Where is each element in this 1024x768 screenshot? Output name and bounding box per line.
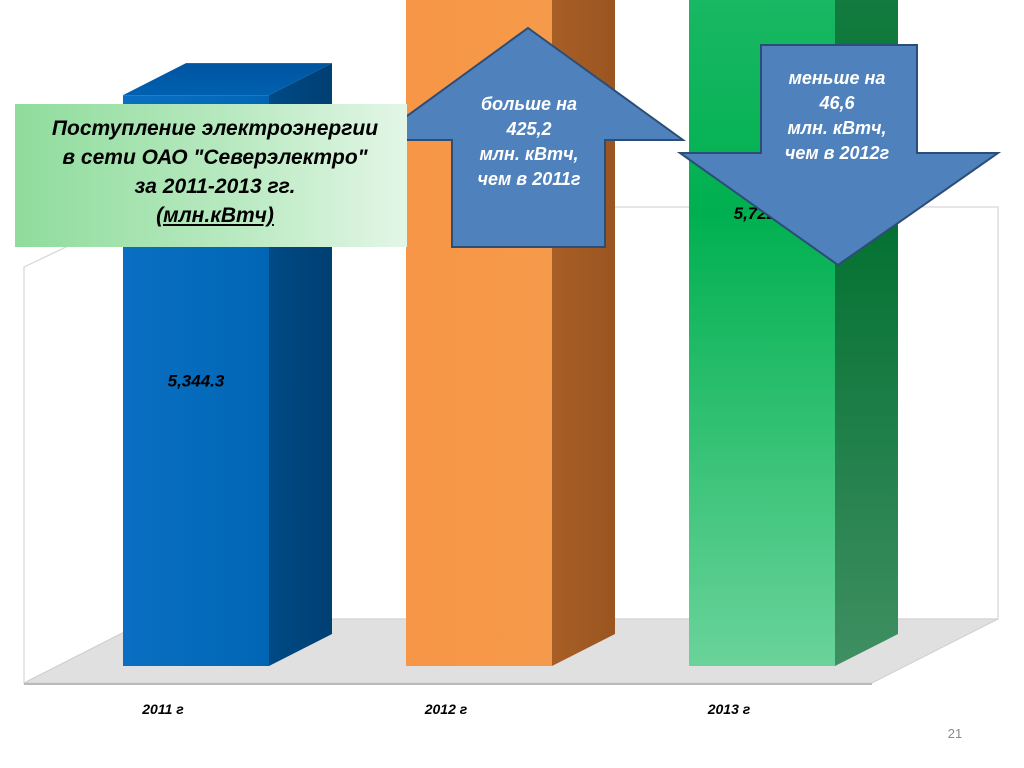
- title-line-3: за 2011-2013 гг.: [134, 175, 296, 198]
- down-arrow-text: меньше на 46,6 млн. кВтч, чем в 2012г: [762, 66, 912, 166]
- title-line-2: в сети ОАО "Северэлектро": [62, 146, 368, 169]
- chart-title: Поступление электроэнергии в сети ОАО "С…: [15, 114, 407, 230]
- title-line-1: Поступление электроэнергии: [51, 117, 379, 140]
- down-arrow-shape: [676, 44, 1002, 267]
- chart-title-box: Поступление электроэнергии в сети ОАО "С…: [15, 104, 407, 247]
- bar-top-0: [123, 63, 332, 96]
- category-label-2: 2013 г: [707, 701, 751, 717]
- data-label-0: 5,344.3: [168, 372, 225, 391]
- up-arrow-text: больше на 425,2 млн. кВтч, чем в 2011г: [455, 92, 603, 192]
- up-arrow-line-1: больше на: [481, 94, 577, 114]
- down-arrow-line-2: 46,6: [819, 93, 855, 113]
- category-label-1: 2012 г: [424, 701, 468, 717]
- up-arrow-line-3: млн. кВтч,: [479, 144, 579, 164]
- down-arrow-line-3: млн. кВтч,: [787, 118, 887, 138]
- down-arrow-line-4: чем в 2012г: [784, 143, 890, 163]
- title-line-4: (млн.кВтч): [156, 204, 274, 227]
- page-number: 21: [947, 726, 963, 741]
- down-arrow-line-1: меньше на: [788, 68, 886, 88]
- category-label-0: 2011 г: [141, 701, 184, 717]
- up-arrow-line-4: чем в 2011г: [477, 169, 581, 189]
- up-arrow-line-2: 425,2: [506, 119, 552, 139]
